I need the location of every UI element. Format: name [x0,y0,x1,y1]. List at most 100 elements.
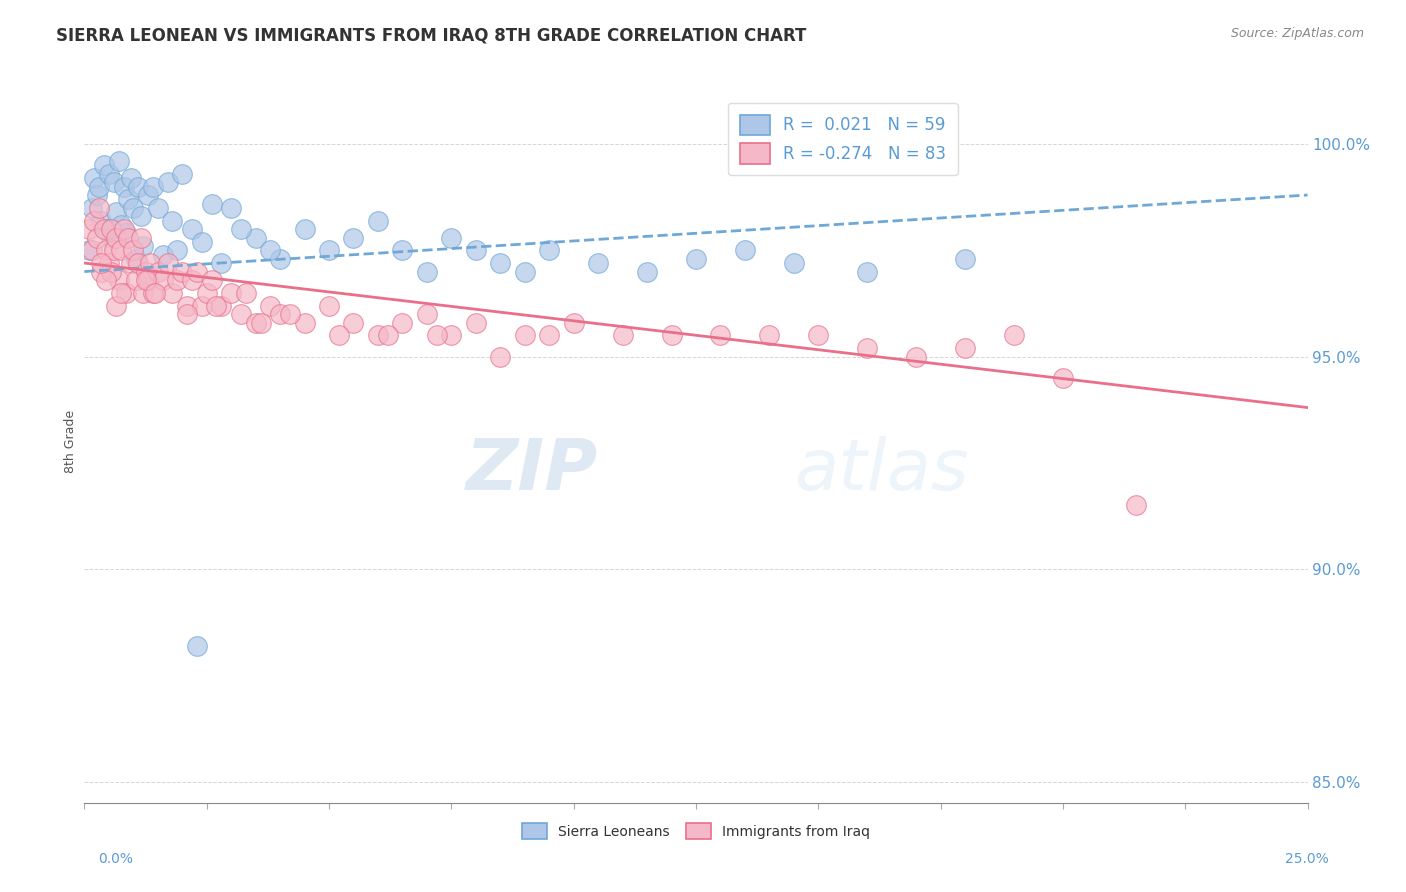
Point [586,256,609,270]
Point [83,171,105,186]
Point [132,285,155,300]
Point [685,252,707,266]
Point [489,256,512,270]
Point [97,256,120,270]
Point [87,201,110,215]
Point [97,167,120,181]
Point [135,264,157,278]
Point [758,328,780,343]
Point [142,179,165,194]
Point [200,273,222,287]
Point [142,285,165,300]
Point [426,328,449,343]
Point [86,188,108,202]
Point [103,244,125,258]
Point [152,273,174,287]
Point [162,213,184,227]
Point [200,196,222,211]
Point [1125,498,1147,512]
Point [328,328,350,343]
Point [377,328,399,343]
Point [229,307,252,321]
Point [1052,371,1074,385]
Point [162,285,184,300]
Point [294,316,316,330]
Point [127,179,149,194]
Point [807,328,830,343]
Point [195,285,218,300]
Point [100,230,122,244]
Point [259,299,281,313]
Point [96,273,118,287]
Point [172,167,194,181]
Point [489,350,512,364]
Point [416,307,439,321]
Point [209,299,232,313]
Point [122,244,145,258]
Point [112,179,135,194]
Point [115,285,138,300]
Point [367,213,389,227]
Point [191,299,214,313]
Point [100,222,122,236]
Point [538,328,561,343]
Point [156,256,179,270]
Point [86,230,108,244]
Point [110,285,132,300]
Point [105,205,128,219]
Point [294,222,316,236]
Text: Source: ZipAtlas.com: Source: ZipAtlas.com [1230,27,1364,40]
Point [110,244,132,258]
Point [342,230,364,244]
Point [205,299,228,313]
Point [117,192,139,206]
Point [953,341,976,355]
Point [953,252,976,266]
Point [342,316,364,330]
Point [172,264,194,278]
Text: SIERRA LEONEAN VS IMMIGRANTS FROM IRAQ 8TH GRADE CORRELATION CHART: SIERRA LEONEAN VS IMMIGRANTS FROM IRAQ 8… [56,27,807,45]
Point [181,273,204,287]
Point [96,222,118,236]
Point [107,273,129,287]
Point [219,201,242,215]
Point [90,256,112,270]
Point [129,209,152,223]
Point [115,227,138,241]
Point [176,307,198,321]
Point [93,158,115,172]
Point [146,201,169,215]
Point [90,264,112,278]
Point [186,264,208,278]
Point [661,328,683,343]
Point [269,307,291,321]
Point [143,285,166,300]
Point [538,244,561,258]
Point [129,230,152,244]
Point [734,244,756,258]
Point [77,244,100,258]
Point [235,285,257,300]
Point [110,218,132,232]
Point [905,350,928,364]
Point [245,316,267,330]
Point [120,256,142,270]
Point [80,201,103,215]
Point [191,235,214,249]
Point [152,247,174,261]
Point [117,230,139,244]
Point [709,328,731,343]
Point [562,316,585,330]
Point [166,244,188,258]
Point [181,222,204,236]
Point [856,264,879,278]
Point [612,328,634,343]
Point [186,639,208,653]
Point [269,252,291,266]
Point [513,328,536,343]
Point [105,230,128,244]
Point [856,341,879,355]
Point [127,256,149,270]
Point [135,273,157,287]
Point [139,256,162,270]
